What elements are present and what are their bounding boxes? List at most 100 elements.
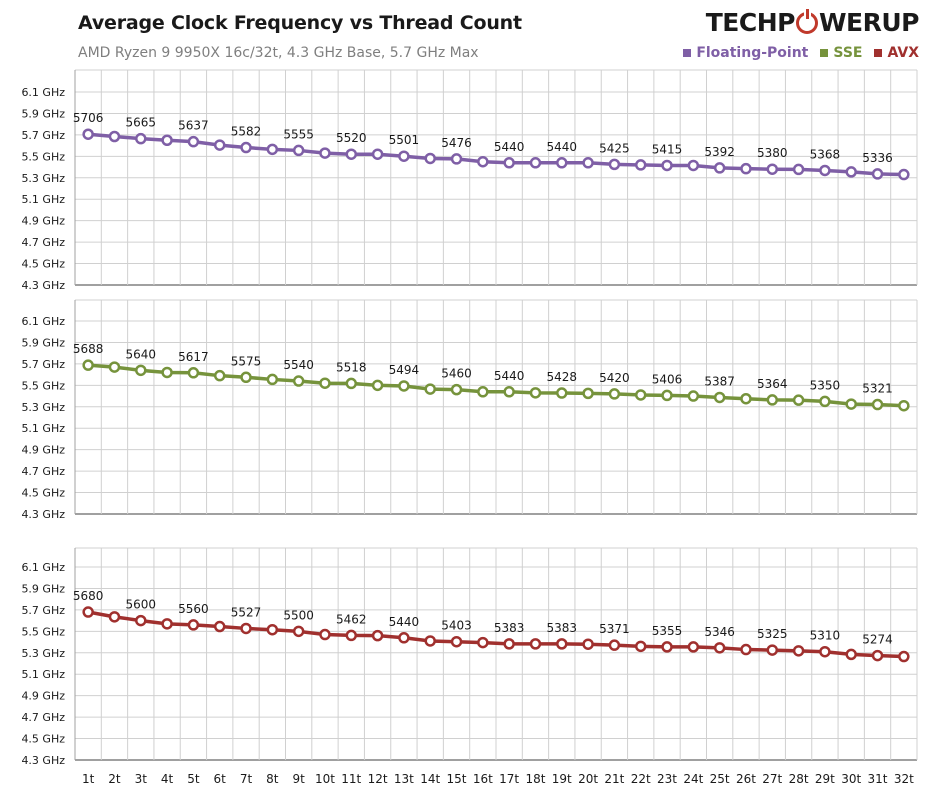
data-point bbox=[740, 643, 752, 656]
data-label: 5476 bbox=[441, 136, 472, 150]
data-point bbox=[319, 628, 331, 641]
x-tick-label: 14t bbox=[420, 772, 440, 786]
data-label: 5310 bbox=[810, 629, 841, 643]
data-label: 5336 bbox=[862, 151, 893, 165]
data-point bbox=[740, 392, 752, 405]
data-point bbox=[82, 128, 94, 140]
data-point bbox=[898, 168, 910, 181]
legend-swatch bbox=[683, 49, 692, 57]
data-point bbox=[556, 387, 568, 399]
data-label: 5462 bbox=[336, 612, 367, 626]
legend-label: SSE bbox=[833, 45, 863, 61]
y-tick-label: 4.3 GHz bbox=[21, 754, 65, 767]
y-tick-label: 4.5 GHz bbox=[21, 258, 65, 271]
x-tick-label: 32t bbox=[894, 772, 914, 786]
y-tick-label: 5.9 GHz bbox=[21, 107, 65, 120]
data-point bbox=[608, 639, 621, 651]
data-point bbox=[898, 399, 910, 412]
x-tick-label: 4t bbox=[161, 772, 174, 786]
x-tick-label: 23t bbox=[657, 772, 677, 786]
data-label: 5582 bbox=[231, 125, 262, 139]
data-point bbox=[792, 645, 805, 657]
y-tick-label: 5.7 GHz bbox=[21, 358, 65, 371]
data-point bbox=[766, 394, 779, 406]
data-point bbox=[187, 619, 200, 631]
data-point bbox=[792, 163, 805, 176]
legend-item-avx: AVX bbox=[874, 45, 919, 61]
chart-subtitle: AMD Ryzen 9 9950X 16c/32t, 4.3 GHz Base,… bbox=[78, 45, 479, 61]
legend-swatch bbox=[874, 49, 883, 57]
data-label: 5617 bbox=[178, 350, 209, 364]
data-point bbox=[371, 629, 384, 642]
chart-legend: Floating-Point SSE AVX bbox=[683, 45, 919, 61]
data-label: 5440 bbox=[494, 369, 525, 383]
data-point bbox=[529, 387, 542, 399]
x-tick-label: 3t bbox=[135, 772, 148, 786]
data-label: 5425 bbox=[599, 141, 630, 155]
data-point bbox=[661, 159, 673, 172]
data-point bbox=[634, 159, 647, 171]
data-point bbox=[529, 157, 542, 169]
data-label: 5387 bbox=[704, 374, 735, 388]
data-point bbox=[582, 638, 594, 650]
y-tick-label: 4.7 GHz bbox=[21, 711, 65, 724]
data-point bbox=[766, 163, 779, 175]
data-label: 5575 bbox=[231, 354, 262, 368]
data-point bbox=[292, 625, 305, 638]
y-tick-label: 5.9 GHz bbox=[21, 336, 65, 349]
x-tick-label: 17t bbox=[499, 772, 519, 786]
data-label: 5440 bbox=[494, 140, 525, 154]
data-point bbox=[108, 361, 121, 373]
data-point bbox=[135, 614, 147, 627]
x-tick-label: 11t bbox=[341, 772, 361, 786]
y-tick-label: 5.7 GHz bbox=[21, 604, 65, 617]
data-point bbox=[608, 388, 621, 400]
data-label: 5440 bbox=[547, 140, 578, 154]
data-point bbox=[898, 650, 910, 663]
data-point bbox=[213, 369, 226, 382]
legend-label: Floating-Point bbox=[696, 45, 809, 61]
data-point bbox=[82, 359, 94, 371]
data-point bbox=[819, 395, 831, 408]
x-tick-label: 31t bbox=[868, 772, 888, 786]
data-point bbox=[792, 394, 805, 406]
y-tick-label: 5.5 GHz bbox=[21, 150, 65, 163]
data-point bbox=[345, 629, 358, 642]
x-tick-label: 2t bbox=[108, 772, 121, 786]
x-tick-label: 8t bbox=[266, 772, 279, 786]
data-label: 5380 bbox=[757, 146, 788, 160]
data-label: 5494 bbox=[389, 363, 420, 377]
data-label: 5321 bbox=[862, 382, 893, 396]
data-point bbox=[424, 152, 436, 165]
chart-panel-floating-point: 4.3 GHz 4.5 GHz 4.7 GHz 4.9 GHz 5.1 GHz 5.3 G… bbox=[21, 69, 918, 292]
data-point bbox=[398, 380, 410, 392]
data-label: 5637 bbox=[178, 119, 209, 133]
data-label: 5406 bbox=[652, 372, 683, 386]
y-tick-label: 4.7 GHz bbox=[21, 465, 65, 478]
data-point bbox=[240, 141, 252, 154]
x-tick-label: 19t bbox=[552, 772, 572, 786]
data-point bbox=[450, 153, 463, 165]
data-point bbox=[266, 623, 279, 636]
y-tick-label: 5.1 GHz bbox=[21, 193, 65, 206]
data-label: 5688 bbox=[73, 342, 104, 356]
data-point bbox=[687, 159, 700, 172]
data-point bbox=[345, 148, 358, 160]
x-tick-label: 7t bbox=[240, 772, 253, 786]
y-tick-label: 5.7 GHz bbox=[21, 129, 65, 142]
x-tick-label: 27t bbox=[762, 772, 782, 786]
data-label: 5527 bbox=[231, 605, 262, 619]
y-tick-label: 5.5 GHz bbox=[21, 625, 65, 638]
data-point bbox=[450, 383, 463, 396]
data-label: 5355 bbox=[652, 624, 683, 638]
x-tick-label: 9t bbox=[292, 772, 305, 786]
data-label: 5364 bbox=[757, 377, 788, 391]
x-tick-label: 30t bbox=[841, 772, 861, 786]
data-point bbox=[398, 632, 410, 644]
data-point bbox=[819, 164, 831, 177]
data-point bbox=[424, 383, 436, 395]
data-point bbox=[108, 130, 121, 143]
data-point bbox=[240, 622, 252, 635]
x-tick-label: 25t bbox=[710, 772, 730, 786]
x-tick-label: 10t bbox=[315, 772, 335, 786]
